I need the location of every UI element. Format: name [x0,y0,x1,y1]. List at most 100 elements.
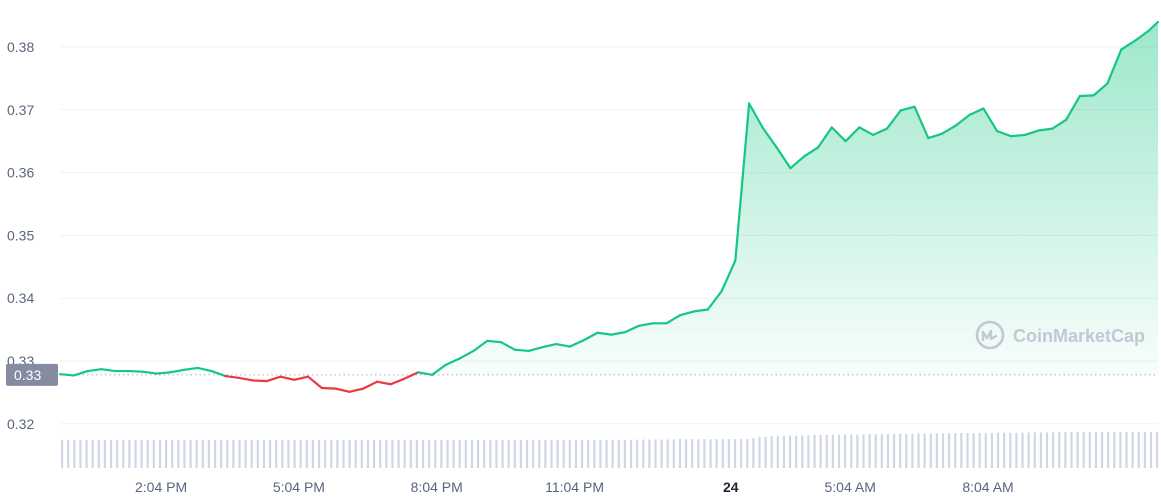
volume-bar [813,434,816,468]
volume-bar [440,439,443,468]
volume-bar [611,439,614,468]
volume-bar [152,439,155,468]
volume-bar [348,439,351,468]
volume-bar [1131,432,1134,468]
volume-bar [372,439,376,468]
volume-bar [948,433,951,468]
volume-bar [1027,432,1030,468]
volume-bar [1119,432,1122,468]
volume-bar [831,434,834,468]
volume-bar [360,439,363,468]
price-line-segment [58,373,75,377]
volume-bar [574,439,578,468]
volume-bar [1094,432,1098,468]
volume-bar [1088,432,1091,468]
volume-bar [935,433,938,468]
price-line-segment [872,127,889,137]
volume-bar [128,439,131,468]
price-line-segment [679,310,696,317]
price-line-segment [803,146,820,158]
volume-bar [299,439,302,468]
volume-bar [654,439,657,468]
price-line-segment [596,331,613,336]
volume-bar [428,439,431,468]
x-tick-label: 5:04 PM [273,479,325,495]
volume-bar [697,439,700,468]
volume-bar [788,435,792,468]
volume-bar [984,432,987,468]
volume-bar [911,433,914,468]
volume-bar [623,439,626,468]
volume-bar [844,434,847,468]
volume-bar [207,439,211,468]
price-line-segment [334,387,351,393]
price-line-segment [968,107,985,116]
volume-bar [238,439,241,468]
x-axis-ticks: 2:04 PM 5:04 PM 8:04 PM 11:04 PM 24 5:04 AM 8:… [135,479,1014,495]
volume-bar [599,439,602,468]
volume-bar [593,439,596,468]
price-line-segment [127,369,144,373]
price-line-segment [444,357,461,366]
volume-bar [1021,432,1024,468]
volume-bar [1113,432,1116,468]
volume-bar [220,439,223,468]
volume-bar [1064,432,1067,468]
volume-bar [825,434,828,468]
volume-bar [740,439,743,468]
volume-bar [268,439,272,468]
y-tick-label: 0.36 [7,165,34,181]
volume-bar [880,434,883,468]
volume-bar [874,434,877,468]
volume-bar [519,439,522,468]
volume-bar [929,433,932,468]
volume-bar [324,439,327,468]
volume-bar [311,439,315,468]
price-line-segment [761,126,778,149]
volume-bar [330,439,333,468]
volume-bar [1149,432,1153,468]
price-line-segment [692,308,709,313]
volume-bar [305,439,308,468]
price-line-segment [748,102,765,130]
volume-bar [201,439,204,468]
price-line-segment [844,126,861,143]
volume-bar [917,433,920,468]
x-tick-label: 24 [723,479,739,495]
volume-bar [819,434,822,468]
volume-bar [1009,432,1012,468]
price-line-segment [417,371,434,376]
volume-bar [801,435,804,468]
volume-bar [262,439,266,468]
price-line-segment [541,342,558,349]
volume-bar [978,433,981,468]
volume-bar [1156,432,1159,468]
volume-bar [684,439,688,468]
price-line-segment [913,105,930,140]
y-tick-label: 0.37 [7,102,34,118]
volume-bar [421,439,425,468]
volume-bar [850,434,853,468]
price-line-segment [210,369,227,378]
volume-bar [636,439,639,468]
volume-bar [972,433,975,468]
volume-bar [495,439,498,468]
price-line-segment [1078,94,1095,98]
volume-bar [164,439,168,468]
volume-bar [1033,432,1036,468]
volume-bar [678,439,682,468]
price-line-segment [858,126,875,137]
volume-bar [134,439,137,468]
volume-bar [1039,432,1042,468]
price-line-segment [1023,129,1040,137]
price-line-segment [472,339,489,353]
volume-bar [158,439,162,468]
price-line-segment [389,377,406,386]
volume-bar [1125,432,1128,468]
y-tick-label: 0.34 [7,290,34,306]
y-axis-ticks: 0.320.330.340.350.360.370.38 [7,39,34,432]
price-line-segment [238,376,255,382]
volume-bar [513,439,516,468]
volume-bar [140,439,143,468]
